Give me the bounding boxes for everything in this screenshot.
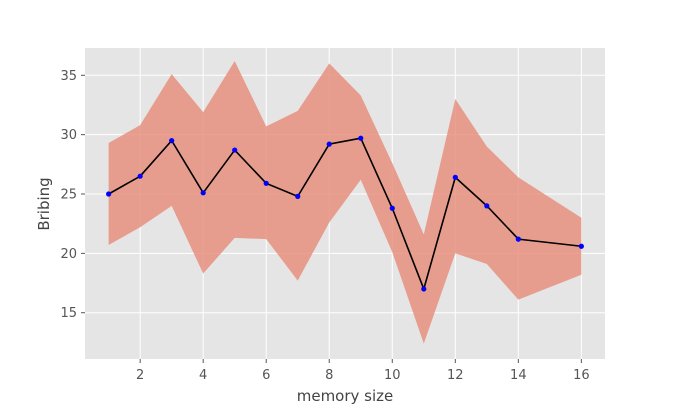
band-area (108, 61, 582, 344)
x-axis-ticks: 2 4 6 8 10 12 14 16 (136, 359, 590, 383)
y-tick-label: 20 (60, 247, 77, 262)
x-tick-label: 4 (199, 368, 207, 383)
x-axis-label: memory size (297, 387, 394, 404)
data-point (263, 180, 269, 186)
data-point (578, 243, 584, 249)
y-axis-label: Bribing (35, 177, 53, 230)
data-point (169, 137, 175, 144)
y-tick-label: 30 (60, 128, 77, 143)
x-tick-label: 10 (384, 368, 401, 383)
x-tick-label: 6 (262, 368, 270, 383)
series-markers (106, 135, 584, 292)
data-point (452, 174, 458, 180)
data-point (200, 190, 206, 196)
data-point (232, 147, 238, 153)
confidence-band (108, 61, 582, 344)
x-tick-label: 8 (325, 368, 333, 383)
data-point (484, 203, 490, 209)
y-axis-ticks: 15 20 25 30 35 (60, 69, 85, 321)
x-tick-label: 14 (510, 368, 527, 383)
data-point (358, 135, 364, 141)
data-point (421, 286, 427, 292)
x-tick-label: 2 (136, 368, 144, 383)
y-tick-label: 15 (60, 306, 77, 321)
x-tick-label: 12 (447, 368, 464, 383)
y-tick-label: 35 (60, 69, 77, 84)
data-point (515, 236, 521, 242)
data-point (326, 141, 332, 147)
data-point (137, 173, 143, 179)
data-point (389, 205, 395, 211)
y-tick-label: 25 (60, 188, 77, 203)
data-point (295, 193, 301, 199)
data-point (106, 191, 112, 197)
x-tick-label: 16 (573, 368, 590, 383)
